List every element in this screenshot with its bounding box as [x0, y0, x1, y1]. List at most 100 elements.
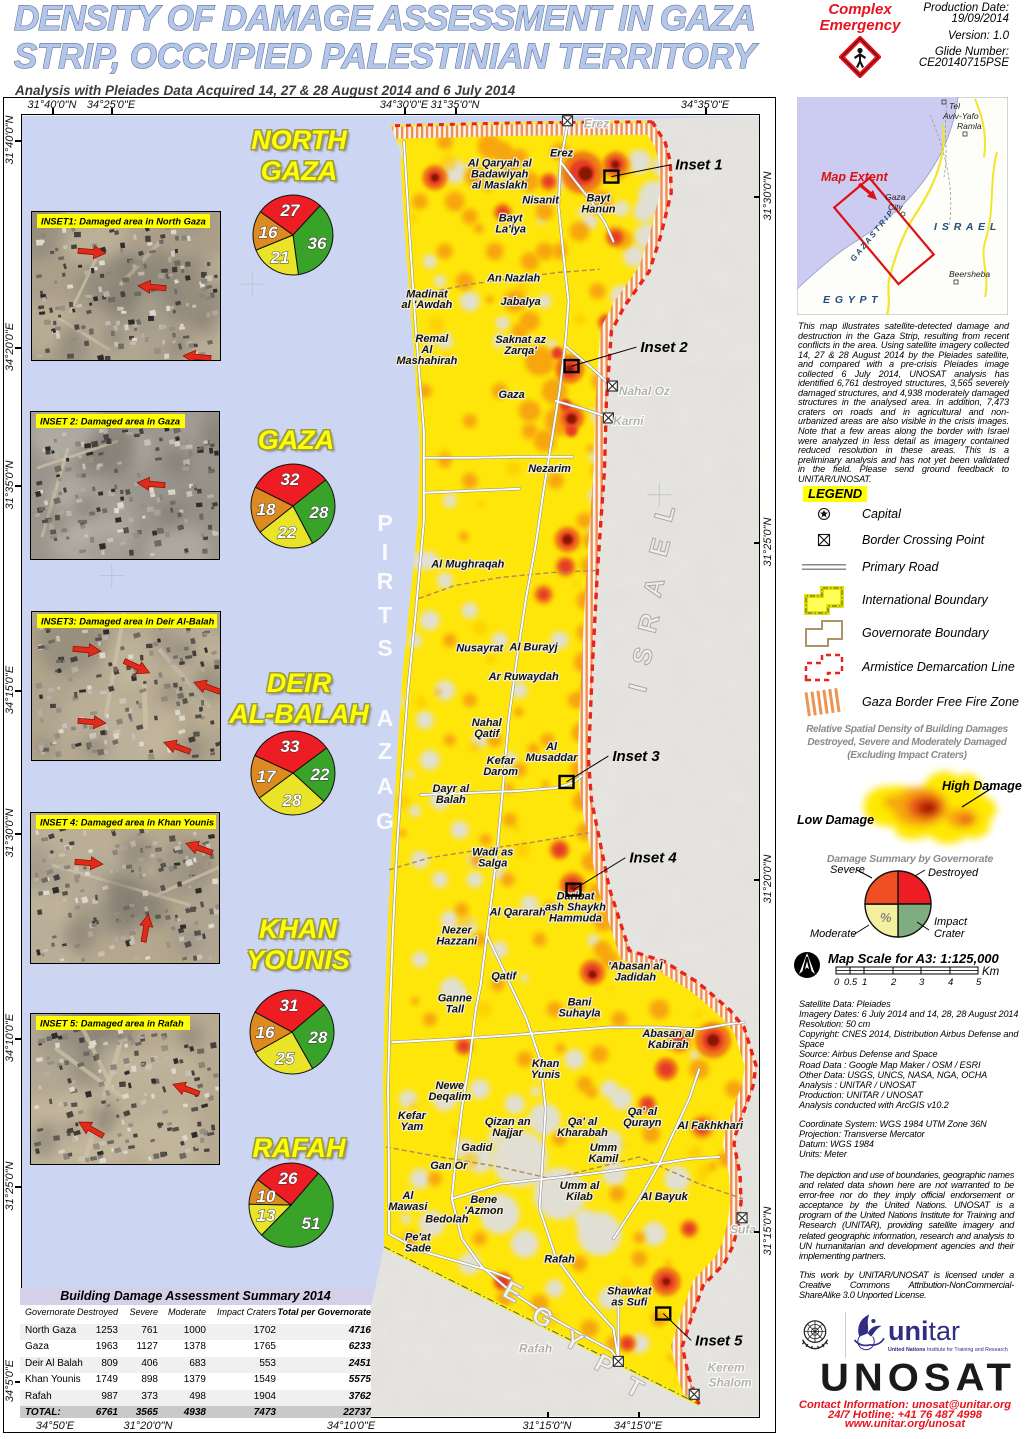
svg-text:Jabalya: Jabalya: [501, 296, 541, 308]
svg-text:Nezarim: Nezarim: [528, 463, 571, 475]
svg-text:INSET1: Damaged area in North: INSET1: Damaged area in North Gaza: [41, 217, 206, 227]
svg-text:Gaza Border Free Fire Zone: Gaza Border Free Fire Zone: [862, 695, 1019, 709]
svg-text:17: 17: [257, 767, 277, 786]
svg-text:Ramla: Ramla: [957, 121, 982, 131]
svg-text:28: 28: [282, 791, 302, 810]
svg-text:International Boundary: International Boundary: [862, 593, 989, 607]
svg-text:Al Mughraqah: Al Mughraqah: [430, 559, 504, 571]
svg-text:Al Fakhkhari: Al Fakhkhari: [676, 1120, 744, 1132]
svg-text:22: 22: [310, 765, 330, 784]
svg-text:Inset 3: Inset 3: [612, 748, 660, 765]
svg-text:L: L: [650, 502, 681, 525]
svg-text:18: 18: [257, 500, 276, 519]
svg-text:1: 1: [862, 977, 867, 988]
svg-text:10: 10: [257, 1187, 276, 1206]
svg-text:Map Extent: Map Extent: [821, 170, 889, 184]
svg-text:City: City: [888, 202, 903, 212]
svg-text:I S R A E L: I S R A E L: [934, 221, 997, 233]
svg-text:Km: Km: [982, 966, 1000, 978]
svg-text:INSET 4: Damaged area in Khan: INSET 4: Damaged area in Khan Younis: [40, 818, 214, 828]
svg-text:16: 16: [256, 1023, 275, 1042]
svg-text:Bedolah: Bedolah: [425, 1214, 469, 1226]
svg-text:32: 32: [281, 470, 300, 489]
svg-text:Gadid: Gadid: [461, 1142, 492, 1154]
svg-text:STRIP, OCCUPIED PALESTINIAN TE: STRIP, OCCUPIED PALESTINIAN TERRITORY: [14, 37, 759, 76]
svg-text:Aviv-Yafo: Aviv-Yafo: [942, 111, 979, 121]
svg-text:Gan Or: Gan Or: [430, 1160, 468, 1172]
svg-text:16: 16: [259, 223, 278, 242]
svg-text:21: 21: [270, 248, 290, 267]
svg-text:5: 5: [976, 977, 982, 988]
svg-text:E G Y P T: E G Y P T: [823, 294, 879, 306]
svg-text:Kerem: Kerem: [707, 1360, 745, 1374]
svg-text:0.5: 0.5: [844, 977, 858, 988]
svg-text:51: 51: [302, 1214, 321, 1233]
svg-text:Nahal Oz: Nahal Oz: [619, 384, 670, 398]
svg-text:Gaza: Gaza: [885, 192, 906, 202]
svg-text:Erez: Erez: [550, 148, 574, 160]
svg-text:Primary Road: Primary Road: [862, 560, 939, 574]
svg-text:Karni: Karni: [613, 414, 644, 428]
svg-text:Al Qararah: Al Qararah: [489, 907, 546, 919]
svg-text:26: 26: [278, 1169, 298, 1188]
svg-text:Tel: Tel: [949, 101, 961, 111]
svg-text:Inset 5: Inset 5: [695, 1332, 743, 1349]
svg-text:%: %: [880, 910, 892, 925]
svg-text:Beersheba: Beersheba: [949, 269, 990, 279]
svg-text:Capital: Capital: [862, 507, 902, 521]
svg-text:3: 3: [919, 977, 925, 988]
svg-text:Nusayrat: Nusayrat: [456, 642, 504, 654]
svg-text:Governorate Boundary: Governorate Boundary: [862, 626, 989, 640]
svg-text:Erez: Erez: [584, 117, 609, 131]
svg-text:25: 25: [275, 1049, 295, 1068]
svg-text:22: 22: [277, 523, 297, 542]
svg-text:36: 36: [308, 234, 327, 253]
svg-text:4: 4: [948, 977, 953, 988]
svg-text:Gaza: Gaza: [499, 389, 525, 401]
svg-text:INSET 5: Damaged area in Rafah: INSET 5: Damaged area in Rafah: [40, 1019, 184, 1029]
svg-text:An Nazlah: An Nazlah: [486, 272, 540, 284]
svg-text:Border Crossing Point: Border Crossing Point: [862, 533, 985, 547]
svg-text:13: 13: [257, 1206, 276, 1225]
svg-text:2: 2: [890, 977, 897, 988]
svg-text:Qatif: Qatif: [491, 970, 517, 982]
svg-text:Map Scale for A3: 1:125,000: Map Scale for A3: 1:125,000: [828, 951, 1000, 966]
svg-text:Rafah: Rafah: [544, 1254, 575, 1266]
svg-text:27: 27: [280, 201, 301, 220]
svg-text:INSET3: Damaged area in Deir A: INSET3: Damaged area in Deir Al-Balah: [41, 617, 215, 627]
svg-text:Ar Ruwaydah: Ar Ruwaydah: [488, 671, 559, 683]
svg-text:28: 28: [309, 503, 329, 522]
svg-text:31: 31: [280, 996, 299, 1015]
svg-text:Rafah: Rafah: [519, 1341, 552, 1355]
svg-text:Nisanit: Nisanit: [522, 195, 560, 207]
svg-text:Inset 4: Inset 4: [629, 850, 677, 867]
svg-text:28: 28: [308, 1028, 328, 1047]
svg-text:Armistice Demarcation Line: Armistice Demarcation Line: [861, 660, 1015, 674]
svg-text:Inset 1: Inset 1: [675, 157, 722, 174]
svg-text:Al Bayuk: Al Bayuk: [640, 1191, 689, 1203]
